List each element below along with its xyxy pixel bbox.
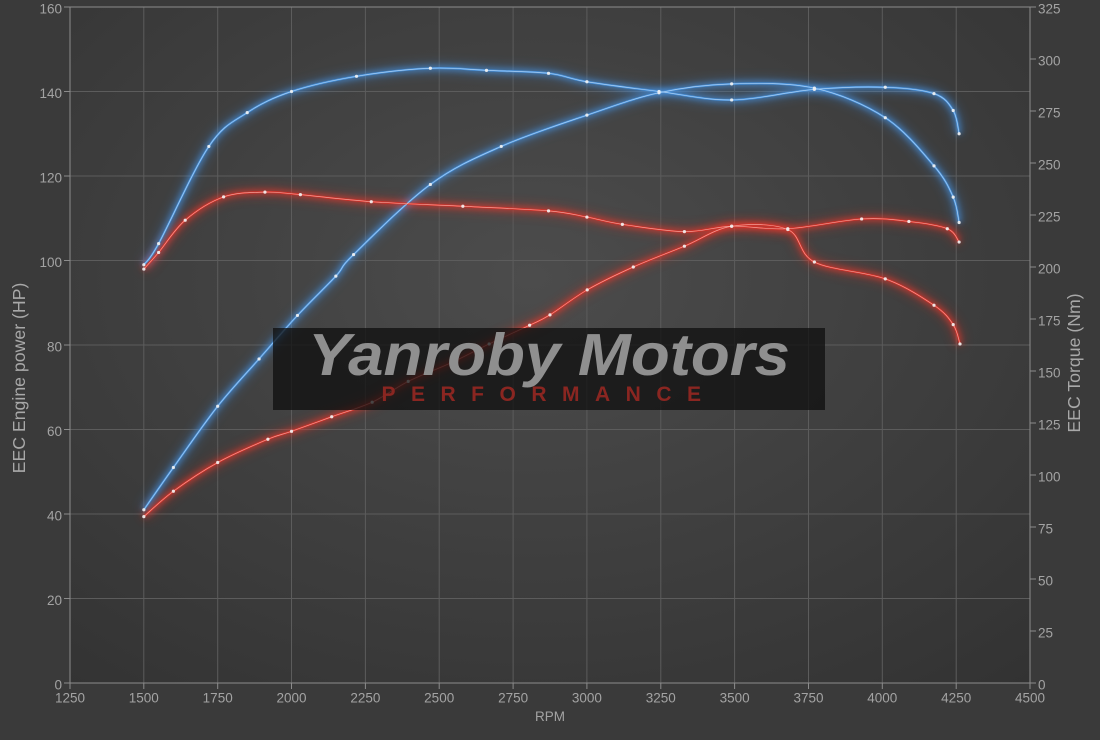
svg-text:4500: 4500 <box>1015 690 1045 705</box>
svg-text:75: 75 <box>1038 521 1053 536</box>
svg-text:325: 325 <box>1038 1 1061 16</box>
svg-text:3250: 3250 <box>646 690 676 705</box>
svg-text:0: 0 <box>54 677 62 692</box>
svg-text:3000: 3000 <box>572 690 602 705</box>
svg-text:125: 125 <box>1038 417 1061 432</box>
svg-text:275: 275 <box>1038 105 1061 120</box>
svg-text:2000: 2000 <box>276 690 306 705</box>
svg-text:1250: 1250 <box>55 690 85 705</box>
svg-text:300: 300 <box>1038 53 1061 68</box>
svg-text:175: 175 <box>1038 313 1061 328</box>
svg-text:60: 60 <box>47 424 62 439</box>
svg-text:40: 40 <box>47 508 62 523</box>
svg-text:EEC Torque (Nm): EEC Torque (Nm) <box>1064 293 1084 432</box>
svg-text:140: 140 <box>39 86 62 101</box>
svg-text:100: 100 <box>1038 469 1061 484</box>
svg-text:80: 80 <box>47 339 62 354</box>
svg-text:4250: 4250 <box>941 690 971 705</box>
svg-text:2250: 2250 <box>350 690 380 705</box>
svg-text:200: 200 <box>1038 261 1061 276</box>
svg-text:225: 225 <box>1038 209 1061 224</box>
svg-text:250: 250 <box>1038 157 1061 172</box>
svg-text:100: 100 <box>39 255 62 270</box>
svg-text:RPM: RPM <box>535 709 565 724</box>
svg-text:2750: 2750 <box>498 690 528 705</box>
svg-text:160: 160 <box>39 1 62 16</box>
svg-text:25: 25 <box>1038 625 1053 640</box>
svg-text:2500: 2500 <box>424 690 454 705</box>
svg-text:50: 50 <box>1038 573 1053 588</box>
svg-text:3750: 3750 <box>793 690 823 705</box>
svg-text:20: 20 <box>47 593 62 608</box>
svg-text:1500: 1500 <box>129 690 159 705</box>
svg-text:4000: 4000 <box>867 690 897 705</box>
svg-text:3500: 3500 <box>720 690 750 705</box>
svg-text:150: 150 <box>1038 365 1061 380</box>
svg-text:1750: 1750 <box>203 690 233 705</box>
svg-text:120: 120 <box>39 170 62 185</box>
svg-text:EEC Engine power (HP): EEC Engine power (HP) <box>9 283 29 474</box>
svg-text:0: 0 <box>1038 677 1046 692</box>
